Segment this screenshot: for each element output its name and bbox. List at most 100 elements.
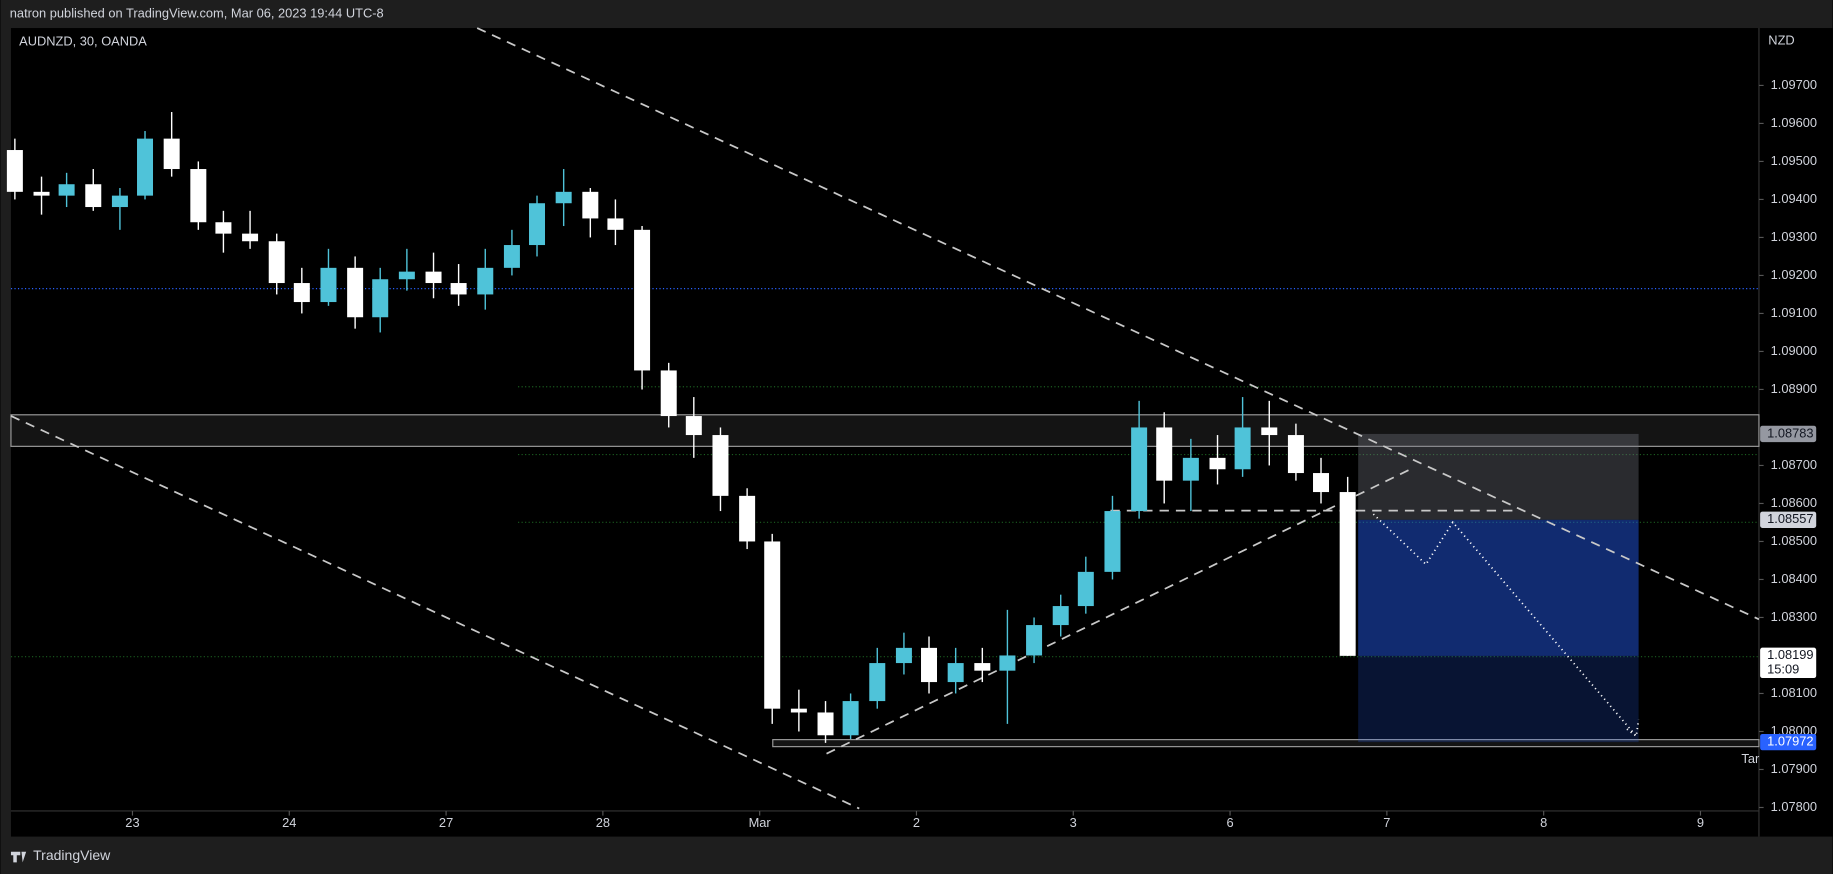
price-tag: [1760, 425, 1817, 443]
y-tick-label: 1.09400: [1771, 191, 1817, 206]
candle-body: [1234, 427, 1251, 470]
candle-body: [582, 191, 599, 219]
x-tick-label: 7: [1383, 815, 1390, 830]
x-tick-label: 2: [913, 815, 920, 830]
support-zone: [772, 739, 1760, 748]
candle-body: [974, 663, 991, 671]
candle-body: [869, 663, 886, 702]
candle-body: [190, 169, 207, 223]
publisher: natron published on TradingView.com, Mar…: [10, 5, 384, 20]
x-tick-label: 23: [125, 815, 139, 830]
candle-body: [1052, 606, 1069, 626]
y-tick-label: 1.09500: [1771, 153, 1817, 168]
y-tick-label: 1.09100: [1771, 305, 1817, 320]
candle-body: [503, 245, 520, 268]
candle-body: [1209, 457, 1226, 470]
x-tick-label: 6: [1226, 815, 1233, 830]
candle-body: [1313, 473, 1330, 493]
candle-body: [111, 195, 128, 208]
candle-body: [85, 184, 102, 208]
y-tick-label: 1.08600: [1771, 495, 1817, 510]
y-tick-label: 1.08700: [1771, 457, 1817, 472]
candle-body: [1131, 427, 1148, 512]
candle-body: [477, 267, 494, 295]
price-tag-label: 1.08557: [1767, 511, 1813, 526]
price-tag-label: 1.08199: [1767, 647, 1813, 662]
candle-body: [268, 241, 285, 284]
candle-body: [1104, 511, 1121, 572]
price-tag: [1760, 647, 1817, 679]
candle-body: [163, 138, 180, 170]
candle-body: [921, 647, 938, 683]
y-tick-label: 1.09700: [1771, 77, 1817, 92]
y-tick-label: 1.08900: [1771, 381, 1817, 396]
countdown: 15:09: [1767, 661, 1799, 676]
x-tick-label: 3: [1070, 815, 1077, 830]
candle-body: [215, 222, 232, 234]
y-tick-label: 1.07800: [1771, 799, 1817, 814]
candle-body: [660, 370, 677, 417]
position-tool: [1358, 433, 1639, 743]
y-tick-label: 1.08400: [1771, 571, 1817, 586]
candle-body: [607, 218, 624, 230]
candle-body: [947, 663, 964, 683]
candle-body: [293, 283, 310, 303]
trend-line: [10, 415, 860, 810]
candle-body: [398, 271, 415, 280]
trend-line: [826, 466, 1415, 755]
candle-body: [425, 271, 442, 284]
y-tick-label: 1.09000: [1771, 343, 1817, 358]
candle-body: [817, 712, 834, 736]
currency: NZD: [1768, 32, 1794, 47]
y-tick-label: 1.09200: [1771, 267, 1817, 282]
candle-body: [712, 435, 729, 496]
candle-body: [1287, 435, 1304, 474]
candle-body: [739, 495, 756, 542]
y-tick-label: 1.07900: [1771, 761, 1817, 776]
candle-body: [1261, 427, 1278, 436]
candle-body: [372, 279, 389, 318]
y-tick-label: 1.08100: [1771, 685, 1817, 700]
x-tick-label: Mar: [749, 815, 772, 830]
trend-line: [476, 27, 1760, 621]
candle-body: [1182, 457, 1199, 481]
candle-body: [137, 138, 154, 196]
candle-body: [58, 184, 75, 196]
price-tag: [1760, 511, 1817, 528]
target-label: Tar: [1741, 751, 1760, 766]
candle-body: [347, 267, 364, 318]
y-tick-label: 1.09600: [1771, 115, 1817, 130]
price-tag: [1760, 733, 1817, 751]
candle-body: [555, 191, 572, 204]
price-tag-label: 1.07972: [1767, 734, 1813, 749]
candle-body: [790, 708, 807, 713]
resistance-zone: [10, 414, 1760, 447]
candle-body: [1156, 427, 1173, 481]
candle-body: [529, 203, 546, 246]
x-tick-label: 24: [282, 815, 296, 830]
chart-area: [10, 28, 1833, 837]
x-tick-label: 9: [1697, 815, 1704, 830]
y-tick-label: 1.08300: [1771, 609, 1817, 624]
candle-body: [242, 233, 259, 242]
candle-body: [1077, 571, 1094, 607]
candle-body: [842, 701, 859, 736]
stop-zone: [1358, 433, 1639, 520]
x-tick-label: 27: [439, 815, 453, 830]
symbol: AUDNZD, 30, OANDA: [19, 33, 147, 48]
price-tag-label: 1.08783: [1767, 425, 1813, 440]
candle-body: [450, 283, 467, 295]
x-tick-label: 28: [596, 815, 610, 830]
candle-body: [999, 655, 1016, 671]
candle-body: [1026, 625, 1043, 656]
candle-body: [320, 267, 337, 303]
candle-body: [895, 647, 912, 664]
y-tick-label: 1.08500: [1771, 533, 1817, 548]
candle-body: [764, 541, 781, 709]
brand: TradingView: [33, 847, 111, 863]
candle-body: [685, 416, 702, 436]
candle-body: [634, 229, 651, 371]
y-tick-label: 1.09300: [1771, 229, 1817, 244]
